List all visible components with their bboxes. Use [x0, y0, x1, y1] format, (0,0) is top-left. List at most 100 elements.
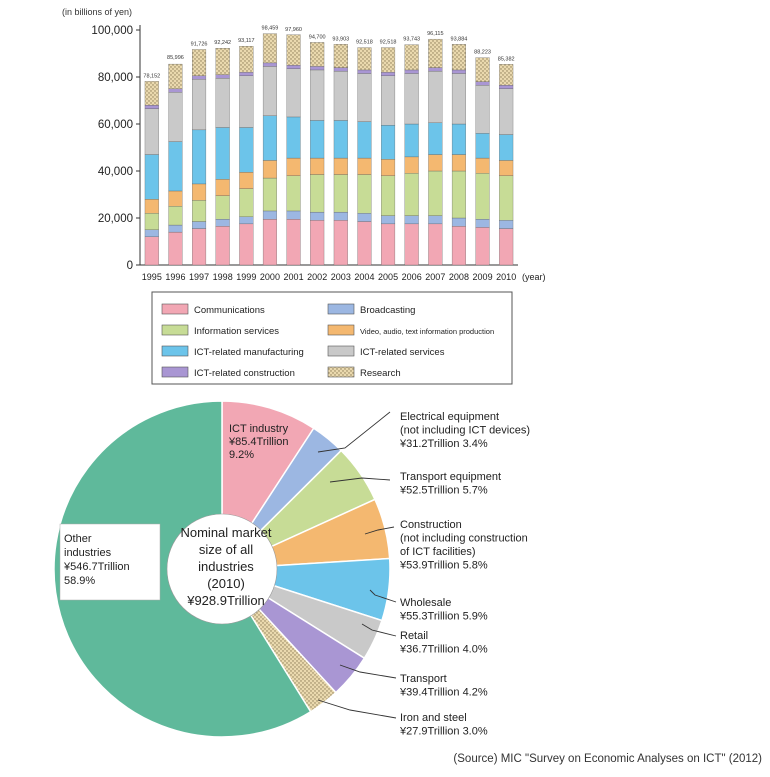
- pie-slice-label: (not including ICT devices): [400, 425, 530, 437]
- bar-segment: [239, 188, 254, 217]
- bar-segment: [333, 120, 348, 159]
- x-tick-label: 2009: [473, 272, 493, 282]
- pie-center: [166, 513, 278, 625]
- bar-segment: [310, 66, 325, 71]
- bar-segment: [404, 173, 419, 216]
- x-tick-label: 2008: [449, 272, 469, 282]
- pie-slice-label: ¥53.9Trillion 5.8%: [399, 560, 488, 572]
- bar-segment: [428, 122, 443, 155]
- bar-segment: [451, 73, 466, 125]
- bar-segment: [333, 70, 348, 121]
- leader-line: [369, 589, 397, 603]
- bar-segment: [499, 85, 514, 89]
- bar-segment: [381, 47, 396, 73]
- bar-segment: [475, 57, 490, 82]
- bar-segment: [404, 44, 419, 71]
- pie-slice-label: ¥546.7Trillion: [63, 561, 130, 573]
- bar-segment: [357, 121, 372, 159]
- bar-segment: [215, 74, 230, 79]
- x-tick-label: 1996: [165, 272, 185, 282]
- bar-segment: [144, 108, 159, 155]
- pie-slice-label: 9.2%: [229, 449, 254, 461]
- x-tick-label: 1997: [189, 272, 209, 282]
- pie-slice-label: Electrical equipment: [400, 411, 499, 423]
- bar-segment: [286, 68, 301, 118]
- bar-total-label: 88,223: [474, 50, 491, 56]
- y-tick-label: 100,000: [91, 25, 133, 37]
- leader-line: [361, 623, 397, 637]
- bar-segment: [144, 236, 159, 266]
- bar-segment: [144, 213, 159, 230]
- bar-segment: [381, 75, 396, 126]
- bar-segment: [428, 154, 443, 172]
- bar-segment: [286, 65, 301, 69]
- x-tick-label: 1999: [236, 272, 256, 282]
- bar-segment: [168, 190, 183, 207]
- bar-segment: [428, 223, 443, 266]
- bar-segment: [357, 157, 372, 175]
- legend-label: Video, audio, text information productio…: [360, 327, 494, 336]
- bar-segment: [475, 85, 490, 134]
- bar-segment: [357, 73, 372, 122]
- legend-label: ICT-related services: [360, 347, 445, 358]
- y-tick-label: 40,000: [98, 166, 133, 178]
- bar-segment: [239, 172, 254, 189]
- x-tick-label: 2005: [378, 272, 398, 282]
- bar-segment: [357, 69, 372, 74]
- bar-segment: [192, 75, 207, 80]
- x-tick-label: 1998: [213, 272, 233, 282]
- bar-segment: [451, 170, 466, 219]
- bar-segment: [333, 67, 348, 72]
- bar-segment: [357, 174, 372, 214]
- y-tick-label: 60,000: [98, 119, 133, 131]
- bar-segment: [475, 173, 490, 220]
- bar-segment: [168, 224, 183, 233]
- x-axis-label: (year): [522, 272, 546, 282]
- bar-total-label: 93,117: [238, 38, 254, 44]
- bar-segment: [499, 160, 514, 176]
- pie-slice-label: ¥36.7Trillion 4.0%: [399, 644, 488, 656]
- bar-segment: [310, 157, 325, 175]
- bar-total-label: 93,743: [403, 37, 420, 43]
- pie-center-label: size of all: [199, 542, 253, 557]
- bar-segment: [357, 47, 372, 71]
- bar-segment: [215, 195, 230, 220]
- bar-segment: [499, 88, 514, 135]
- bar-segment: [404, 123, 419, 158]
- pie-center-label: Nominal market: [180, 525, 271, 540]
- bar-segment: [428, 38, 443, 68]
- pie-chart: Nominal market size of all industries (2010…: [53, 400, 530, 738]
- bar-segment: [428, 70, 443, 123]
- bar-total-label: 93,903: [332, 36, 349, 42]
- bar-segment: [144, 81, 159, 106]
- pie-slice-label: industries: [64, 547, 112, 559]
- bar-segment: [286, 34, 301, 66]
- bar-segment: [475, 157, 490, 174]
- leader-line: [364, 526, 395, 535]
- bar-segment: [381, 223, 396, 266]
- bar-segment: [168, 141, 183, 192]
- unit-label: (in billions of yen): [62, 7, 132, 17]
- bar-segment: [475, 227, 490, 266]
- bar-total-label: 94,700: [309, 34, 326, 40]
- bar-segment: [310, 211, 325, 221]
- legend-swatch: [327, 303, 355, 315]
- bar-segment: [475, 81, 490, 86]
- bar-segment: [262, 219, 277, 266]
- pie-slice-label: Retail: [400, 630, 428, 642]
- legend-label: ICT-related construction: [194, 368, 295, 379]
- bar-segment: [144, 105, 159, 109]
- bar-segment: [215, 219, 230, 227]
- leader-line: [329, 477, 391, 483]
- bar-segment: [404, 223, 419, 266]
- pie-slice-label: ¥55.3Trillion 5.9%: [399, 611, 488, 623]
- legend-label: Communications: [194, 305, 265, 316]
- bar-segment: [404, 69, 419, 74]
- bar-total-label: 92,242: [214, 40, 231, 46]
- bar-segment: [192, 221, 207, 229]
- bar-segment: [333, 211, 348, 221]
- bar-segment: [239, 127, 254, 173]
- bar-segment: [333, 220, 348, 266]
- bar-total-label: 92,518: [356, 40, 373, 46]
- pie-slice-label: ¥27.9Trillion 3.0%: [399, 726, 488, 738]
